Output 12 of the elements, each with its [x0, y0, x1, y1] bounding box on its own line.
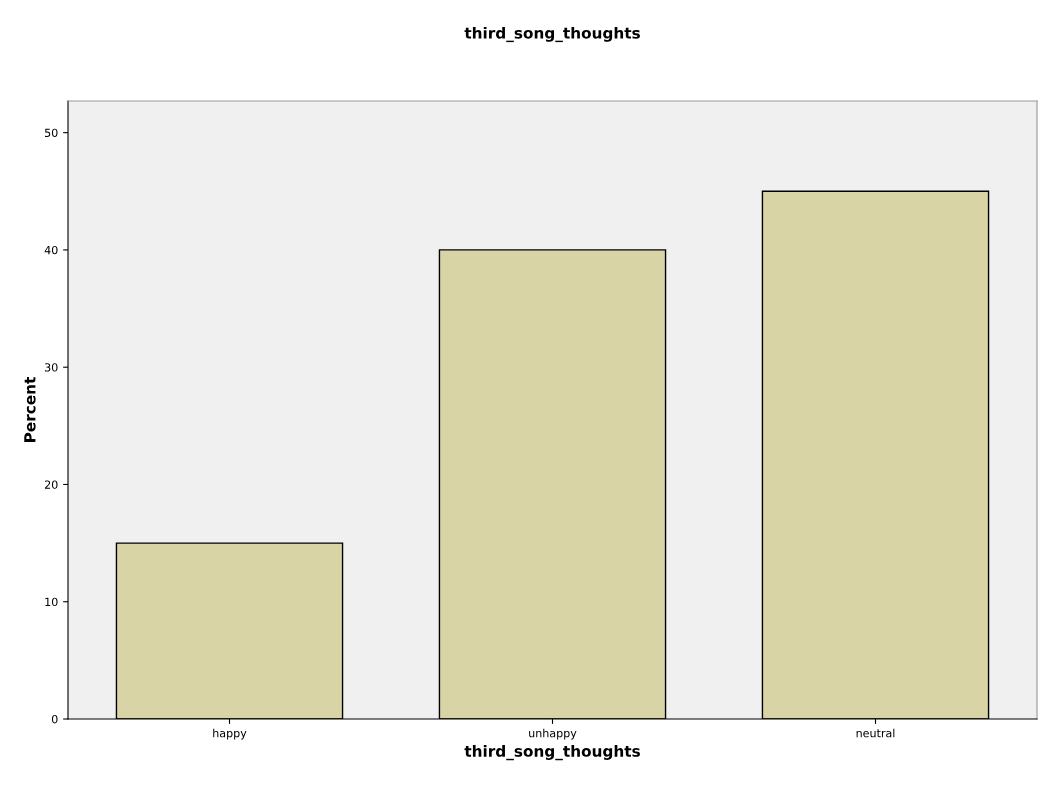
- y-tick-label: 40: [44, 245, 58, 255]
- y-tick-label: 30: [44, 363, 58, 372]
- x-tick-label: neutral: [856, 728, 895, 738]
- y-tick-label: 0: [51, 714, 58, 724]
- y-tick-label: 20: [44, 480, 58, 489]
- chart-title: third_song_thoughts: [464, 26, 640, 43]
- y-tick-label: 50: [45, 128, 58, 138]
- x-tick-label: happy: [213, 728, 247, 740]
- x-axis-title: third_song_thoughts: [464, 745, 640, 761]
- y-tick-label: 10: [45, 597, 58, 607]
- y-axis-title: Percent: [24, 377, 36, 442]
- x-tick-label: unhappy: [529, 728, 577, 740]
